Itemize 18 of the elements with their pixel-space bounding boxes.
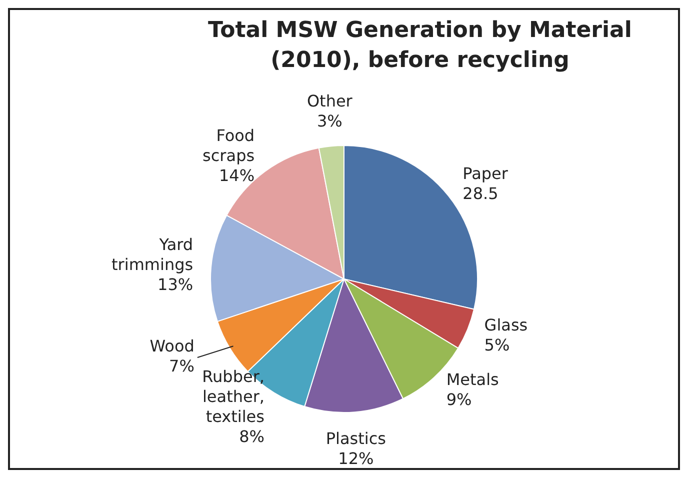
- slice-label: Glass: [484, 315, 528, 334]
- slice-label: Wood: [150, 336, 194, 356]
- slice-label: Metals: [446, 370, 499, 389]
- data-label: 3%: [316, 111, 342, 130]
- slice-label: Food scraps: [202, 126, 255, 165]
- slice-label: Plastics: [326, 429, 386, 448]
- chart-title: Total MSW Generation by Material (2010), before recycling: [207, 17, 633, 75]
- data-label: 12%: [338, 449, 374, 468]
- data-label: 28.5: [462, 184, 498, 203]
- data-label: 9%: [446, 390, 472, 409]
- data-label: 8%: [239, 427, 264, 446]
- data-label: 14%: [219, 166, 255, 185]
- slice-label: Paper: [462, 164, 508, 183]
- data-label: 7%: [169, 356, 194, 376]
- data-label: 13%: [158, 275, 194, 294]
- slice-label: Other: [306, 91, 353, 110]
- slice-label: Yard trimmings: [112, 235, 194, 274]
- data-label: 5%: [484, 335, 510, 354]
